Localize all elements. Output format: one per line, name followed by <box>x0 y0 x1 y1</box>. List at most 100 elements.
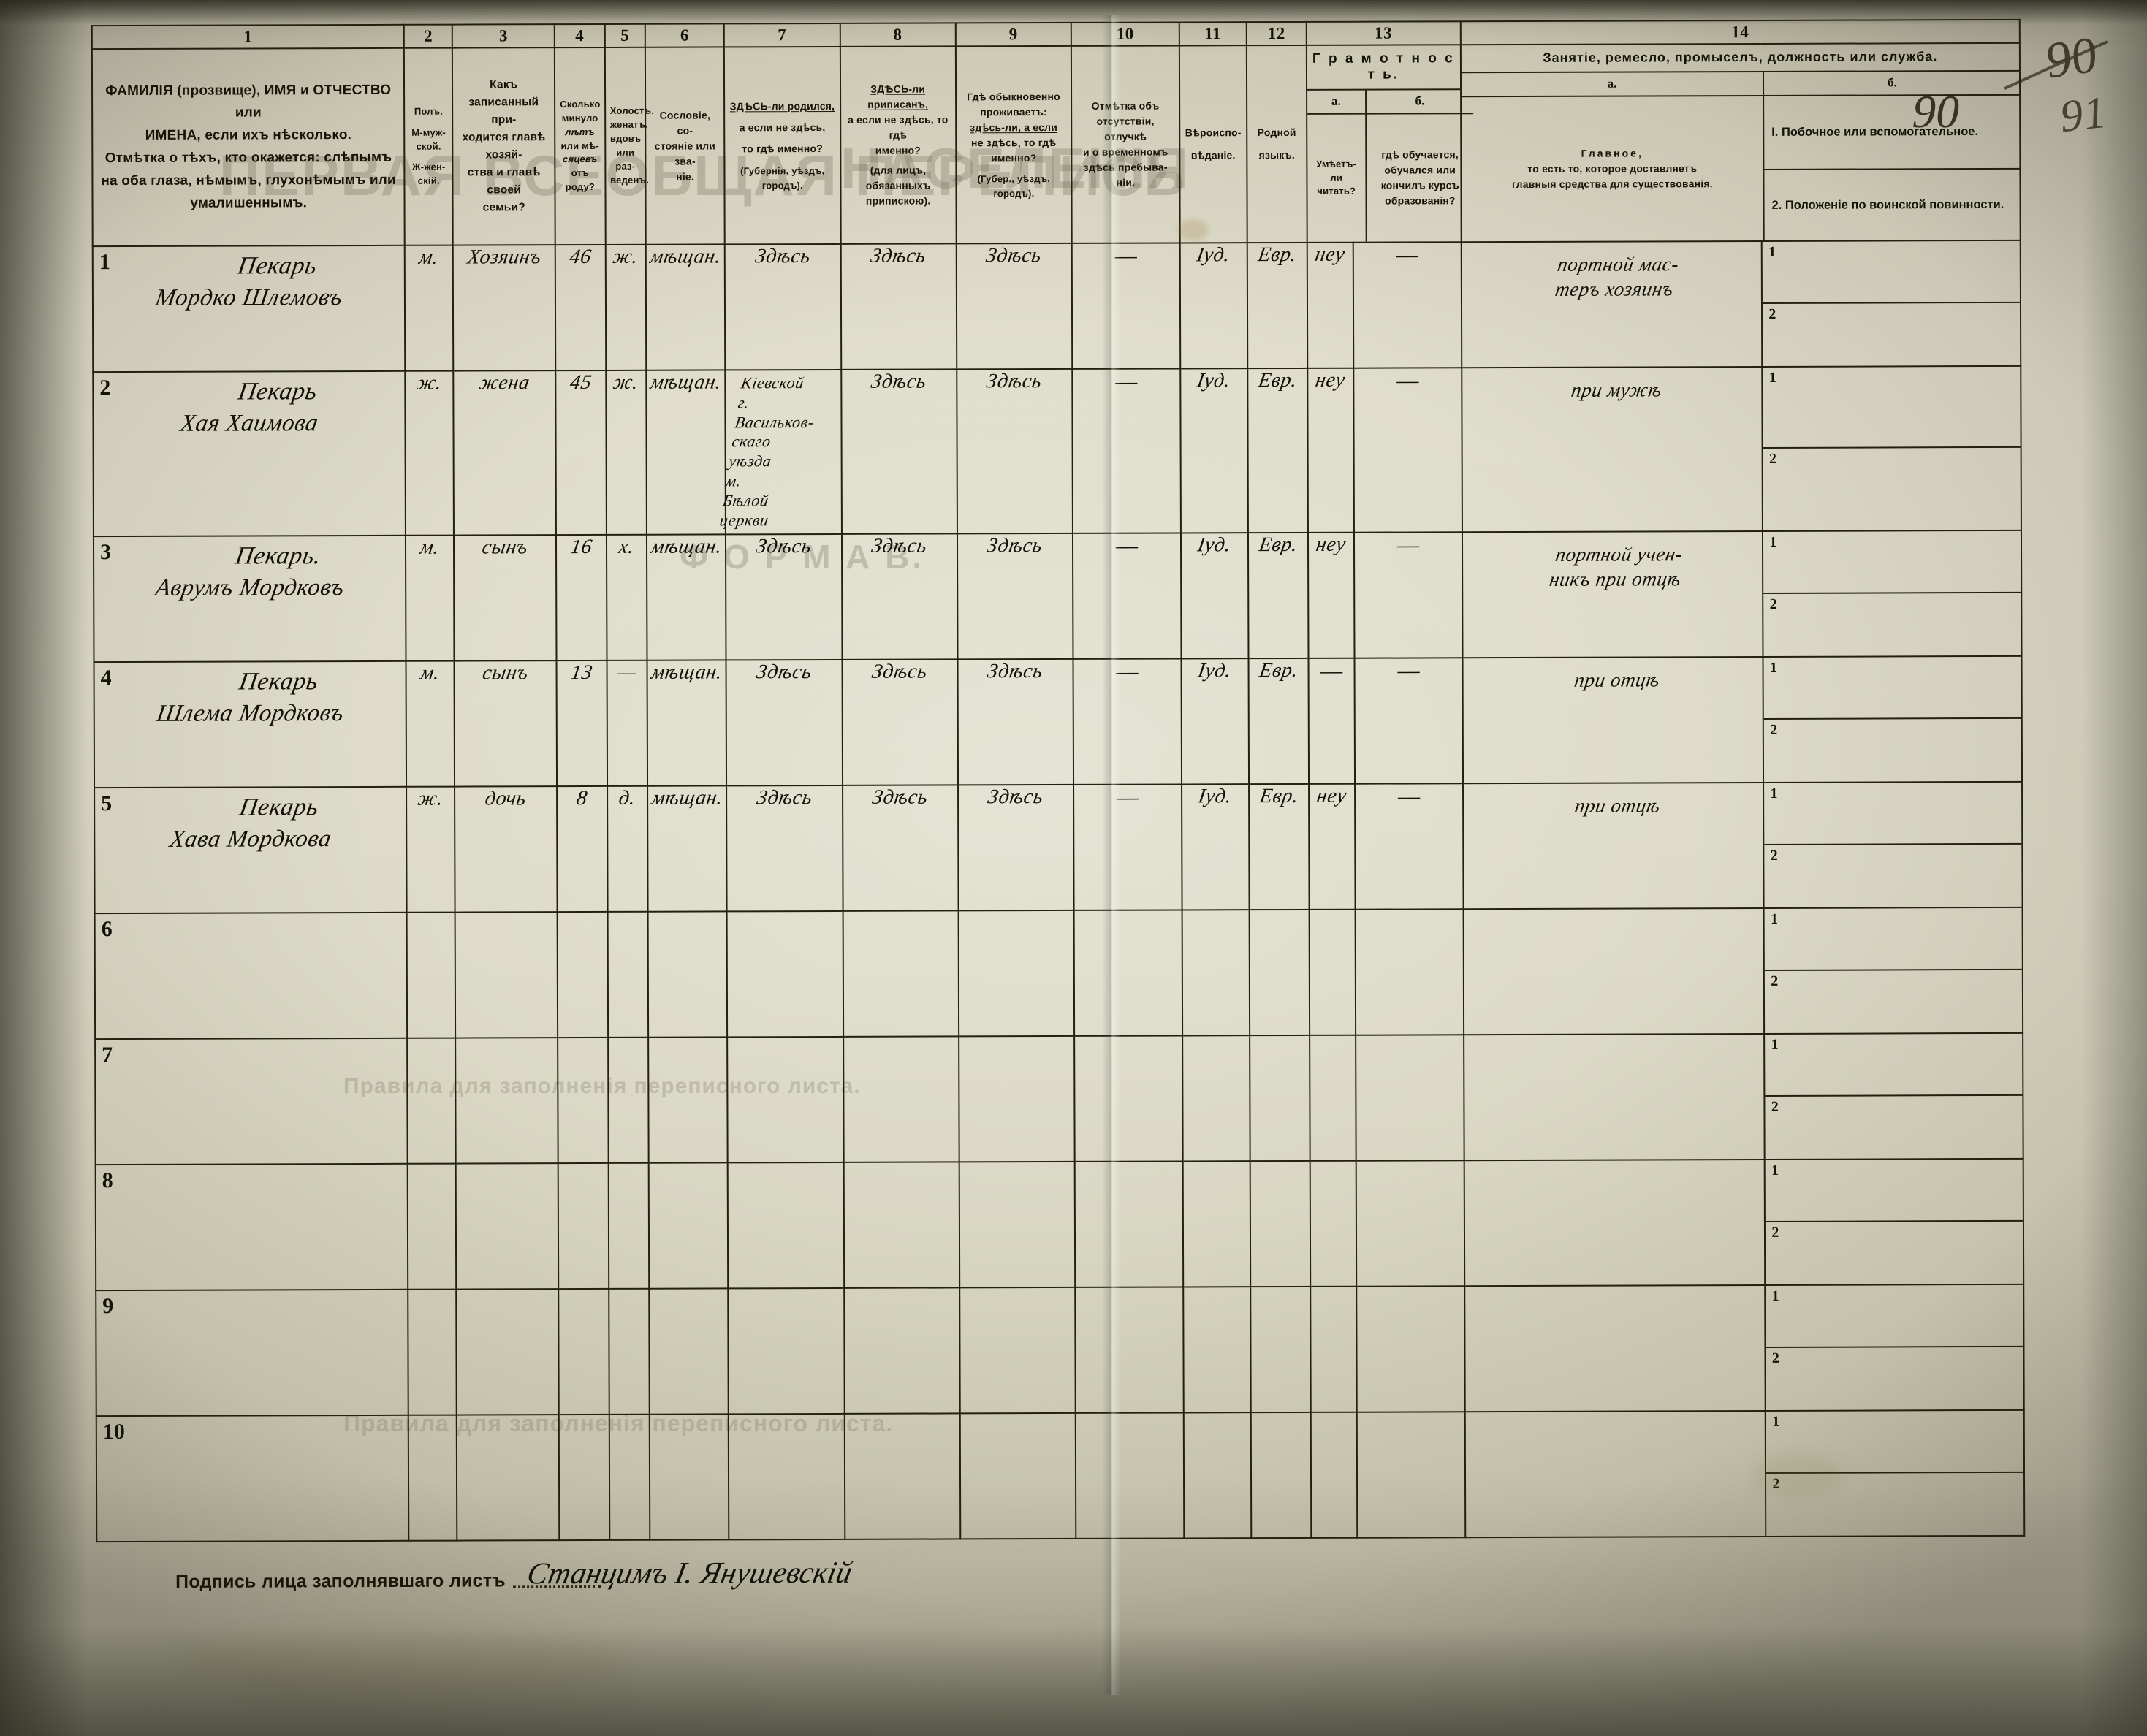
cell-relation[interactable] <box>457 1414 560 1541</box>
cell-registered[interactable]: Здѣсь <box>840 243 957 370</box>
cell-marital[interactable] <box>609 1414 650 1540</box>
cell-absence[interactable] <box>1074 1035 1183 1162</box>
cell-birthplace[interactable]: Кіевской г. Васильков-скаго уѣзда м. Бѣлой цер… <box>718 369 842 535</box>
cell-absence[interactable]: — <box>1072 533 1182 659</box>
cell-name[interactable]: 2 Пекарь Хая Хаимова <box>93 370 406 536</box>
cell-estate[interactable]: мѣщан. <box>647 660 727 786</box>
cell-religion[interactable] <box>1182 1286 1251 1413</box>
subcell-military-status[interactable]: 2 <box>1771 1224 1779 1241</box>
cell-religion[interactable] <box>1183 1412 1252 1539</box>
cell-education[interactable] <box>1355 908 1464 1035</box>
cell-marital[interactable]: — <box>607 660 648 786</box>
cell-marital[interactable] <box>607 911 649 1038</box>
cell-birthplace[interactable]: Здѣсь <box>724 243 841 370</box>
cell-marital[interactable]: ж. <box>605 244 647 370</box>
cell-registered[interactable]: Здѣсь <box>840 369 957 534</box>
cell-name[interactable]: 7 <box>95 1038 408 1165</box>
subcell-military-status[interactable]: 2 <box>1770 721 1778 738</box>
cell-marital[interactable]: ж. <box>605 370 647 535</box>
subcell-side-occupation[interactable]: 1 <box>1763 240 2020 304</box>
cell-residence[interactable] <box>958 1035 1075 1162</box>
cell-birthplace[interactable]: Здѣсь <box>726 659 843 786</box>
cell-sex[interactable]: м. <box>405 245 454 371</box>
cell-residence[interactable] <box>960 1412 1076 1539</box>
cell-marital[interactable]: х. <box>606 534 647 660</box>
cell-education[interactable] <box>1356 1285 1465 1412</box>
subcell-military-status[interactable]: 2 <box>1771 1098 1779 1115</box>
row-occupation-note[interactable]: Пекарь <box>236 378 319 406</box>
cell-absence[interactable]: — <box>1072 368 1181 533</box>
cell-main-occupation[interactable] <box>1463 1033 1766 1160</box>
cell-education[interactable]: — <box>1354 531 1463 658</box>
cell-birthplace[interactable]: Здѣсь <box>726 785 843 912</box>
cell-literate[interactable]: неу <box>1307 532 1355 658</box>
cell-sex[interactable] <box>406 912 456 1038</box>
cell-language[interactable]: Евр. <box>1247 368 1308 533</box>
subcell-side-occupation[interactable]: 1 <box>1763 656 2021 720</box>
cell-sex[interactable]: ж. <box>405 370 455 536</box>
cell-sex[interactable]: м. <box>406 535 455 661</box>
cell-residence[interactable]: Здѣсь <box>957 784 1074 911</box>
cell-sex[interactable] <box>408 1415 457 1541</box>
cell-religion[interactable]: Іуд. <box>1180 368 1249 533</box>
cell-absence[interactable] <box>1075 1287 1184 1413</box>
cell-sex[interactable]: м. <box>406 660 455 787</box>
cell-age[interactable] <box>558 1288 609 1415</box>
cell-relation[interactable]: сынъ <box>454 534 557 661</box>
subcell-side-occupation[interactable]: 1 <box>1763 530 2021 594</box>
subcell-side-occupation[interactable]: 1 <box>1763 366 2021 449</box>
cell-registered[interactable]: Здѣсь <box>842 785 959 911</box>
cell-religion[interactable]: Іуд. <box>1179 243 1248 369</box>
cell-language[interactable] <box>1250 1035 1310 1161</box>
row-occupation-note[interactable]: Пекарь <box>238 793 321 821</box>
cell-main-occupation[interactable]: при мужѣ <box>1462 366 1763 532</box>
cell-sex[interactable]: ж. <box>406 786 455 913</box>
cell-literate[interactable]: неу <box>1308 783 1356 910</box>
cell-language[interactable]: Евр. <box>1247 242 1308 369</box>
subcell-military-status[interactable]: 2 <box>1769 451 1777 468</box>
subcell-side-occupation[interactable]: 1 <box>1764 907 2022 971</box>
subcell-side-occupation[interactable]: 1 <box>1764 782 2022 845</box>
cell-language[interactable]: Евр. <box>1248 532 1309 658</box>
cell-education[interactable] <box>1356 1034 1464 1161</box>
subcell-side-occupation[interactable]: 1 <box>1766 1159 2023 1222</box>
cell-absence[interactable]: — <box>1074 784 1182 910</box>
cell-birthplace[interactable] <box>727 1162 844 1289</box>
cell-sex[interactable] <box>408 1163 457 1290</box>
row-occupation-note[interactable]: Пекарь. <box>233 541 324 570</box>
cell-age[interactable]: 45 <box>555 370 607 535</box>
cell-education[interactable]: — <box>1355 783 1464 910</box>
cell-birthplace[interactable] <box>727 1036 844 1163</box>
cell-age[interactable]: 46 <box>555 244 606 371</box>
cell-education[interactable] <box>1356 1160 1465 1287</box>
cell-marital[interactable] <box>608 1288 650 1415</box>
cell-literate[interactable] <box>1310 1160 1357 1287</box>
cell-religion[interactable] <box>1182 1035 1250 1162</box>
cell-registered[interactable] <box>844 1413 961 1539</box>
cell-relation[interactable] <box>455 1162 559 1290</box>
cell-main-occupation[interactable] <box>1464 1284 1766 1412</box>
subcell-military-status[interactable]: 2 <box>1772 1475 1780 1492</box>
cell-education[interactable]: — <box>1353 368 1462 533</box>
cell-language[interactable] <box>1250 1412 1312 1538</box>
cell-estate[interactable] <box>648 1037 728 1163</box>
subcell-side-occupation[interactable]: 1 <box>1766 1284 2023 1348</box>
subcell-military-status[interactable]: 2 <box>1768 305 1776 322</box>
cell-marital[interactable] <box>608 1162 650 1289</box>
cell-birthplace[interactable] <box>728 1287 845 1415</box>
cell-age[interactable] <box>558 1037 609 1163</box>
cell-relation[interactable] <box>455 911 558 1038</box>
row-person-name[interactable]: Мордко Шлемовъ <box>153 284 345 311</box>
cell-religion[interactable]: Іуд. <box>1180 532 1249 659</box>
cell-language[interactable] <box>1249 909 1310 1035</box>
cell-residence[interactable]: Здѣсь <box>957 533 1074 660</box>
cell-age[interactable] <box>557 911 608 1038</box>
cell-estate[interactable] <box>647 911 728 1038</box>
cell-marital[interactable]: д. <box>607 785 648 912</box>
cell-main-occupation[interactable]: портной мас-теръ хозяинъ <box>1461 240 1763 368</box>
cell-literate[interactable] <box>1310 1412 1358 1538</box>
